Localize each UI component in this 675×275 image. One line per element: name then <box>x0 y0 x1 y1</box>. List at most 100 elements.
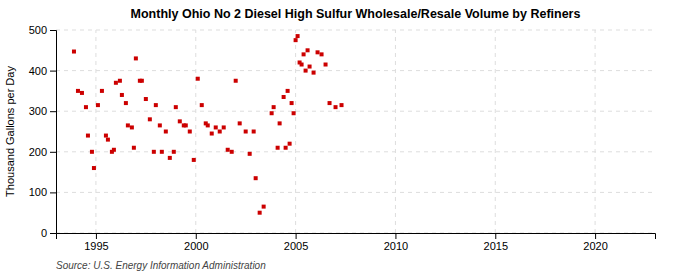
point <box>184 123 188 127</box>
y-tick: 300 <box>29 105 56 117</box>
point <box>248 152 252 156</box>
point <box>288 142 292 146</box>
point <box>124 101 128 105</box>
y-grid-line <box>56 151 655 152</box>
point <box>158 123 162 127</box>
point <box>252 130 256 134</box>
point <box>112 148 116 152</box>
y-tick: 100 <box>29 186 56 198</box>
point <box>192 158 196 162</box>
y-grid-line <box>56 192 655 193</box>
point <box>272 105 276 109</box>
point <box>286 89 290 93</box>
point <box>92 166 96 170</box>
y-tick-label: 400 <box>29 65 47 77</box>
point <box>226 148 230 152</box>
x-tick: 2005 <box>284 233 308 252</box>
point <box>278 121 282 125</box>
point <box>196 77 200 81</box>
point <box>120 93 124 97</box>
point <box>214 125 218 129</box>
title: Monthly Ohio No 2 Diesel High Sulfur Who… <box>131 7 581 21</box>
point <box>126 123 130 127</box>
point <box>312 71 316 75</box>
point <box>76 89 80 93</box>
x-axis: 1995 2000 2005 2010 2015 2020 <box>57 233 656 252</box>
y-tick-mark <box>50 30 56 31</box>
point <box>168 156 172 160</box>
point <box>320 52 324 56</box>
y-grid-line <box>56 30 655 31</box>
x-tick-mark <box>196 233 197 239</box>
point <box>306 48 310 52</box>
point <box>334 105 338 109</box>
point <box>230 150 234 154</box>
y-tick-mark <box>50 71 56 72</box>
point <box>206 123 210 127</box>
point <box>234 79 238 83</box>
x-grid-line <box>95 30 96 233</box>
x-tick-label: 2020 <box>583 240 607 252</box>
point <box>86 134 90 138</box>
point <box>134 56 138 60</box>
x-tick-mark <box>296 233 297 239</box>
point <box>218 130 222 134</box>
y-tick: 200 <box>29 146 56 158</box>
point <box>282 95 286 99</box>
point <box>296 34 300 38</box>
x-tick-mark <box>595 233 596 239</box>
x-tick: 2010 <box>384 233 408 252</box>
y-grid-line <box>56 70 655 71</box>
x-axis-line <box>57 234 656 240</box>
point <box>130 125 134 129</box>
point <box>210 132 214 136</box>
point <box>118 79 122 83</box>
point <box>84 105 88 109</box>
y-tick-mark <box>50 152 56 153</box>
x-tick-label: 2010 <box>384 240 408 252</box>
point <box>152 150 156 154</box>
point <box>96 103 100 107</box>
point <box>114 81 118 85</box>
point <box>294 38 298 42</box>
point <box>90 150 94 154</box>
y-tick-label: 300 <box>29 105 47 117</box>
point <box>258 211 262 215</box>
x-grid-line <box>495 30 496 233</box>
point <box>80 91 84 95</box>
point <box>300 63 304 67</box>
point <box>244 130 248 134</box>
point <box>164 130 168 134</box>
point <box>276 146 280 150</box>
point <box>104 134 108 138</box>
x-grid-line <box>195 30 196 233</box>
y-tick-label: 100 <box>29 186 47 198</box>
x-tick-label: 2015 <box>484 240 508 252</box>
y-tick-label: 0 <box>41 227 47 239</box>
y-axis-label: Thousand Gallons per Day <box>4 66 16 197</box>
y-tick: 500 <box>29 24 56 36</box>
point <box>302 52 306 56</box>
point <box>188 130 192 134</box>
y-axis: 0 100 200 300 400 500 <box>29 24 57 239</box>
point <box>144 97 148 101</box>
x-tick: 2015 <box>484 233 508 252</box>
y-axis-line <box>50 31 57 234</box>
point <box>148 117 152 121</box>
x-grid-line <box>395 30 396 233</box>
x-grid-line <box>595 30 596 233</box>
x-tick-label: 1995 <box>84 240 108 252</box>
grid <box>56 30 655 233</box>
point <box>178 119 182 123</box>
y-grid-line <box>56 111 655 112</box>
x-grid-line <box>295 30 296 233</box>
point <box>262 205 266 209</box>
points <box>72 34 344 215</box>
point <box>324 63 328 67</box>
y-tick: 0 <box>41 227 56 239</box>
chart: 1995 2000 2005 2010 2015 2020 0 100 200 300 400 500… <box>0 0 675 275</box>
x-tick-label: 2000 <box>184 240 208 252</box>
point <box>290 101 294 105</box>
point <box>284 146 288 150</box>
x-tick: 1995 <box>84 233 108 252</box>
